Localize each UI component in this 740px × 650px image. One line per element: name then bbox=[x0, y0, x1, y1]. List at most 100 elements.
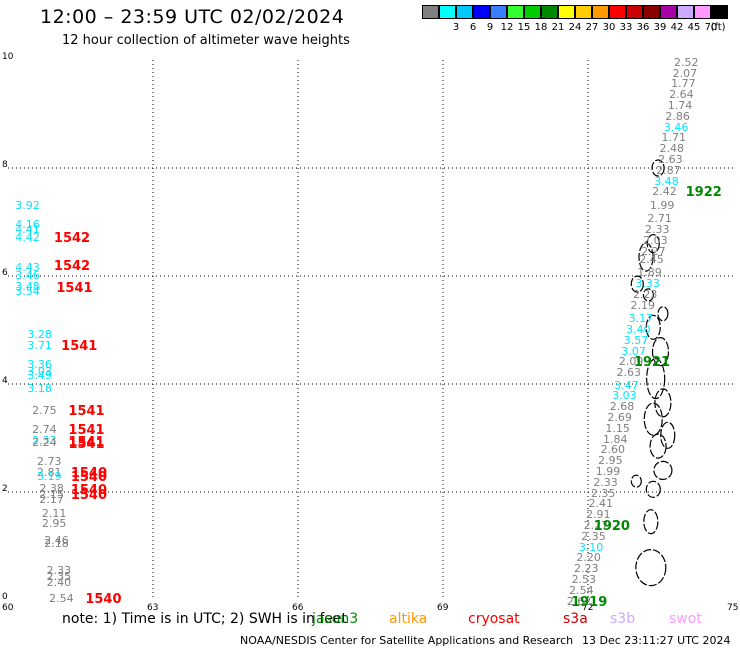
map-subtitle: 12 hour collection of altimeter wave hei… bbox=[62, 33, 350, 48]
pass-time-label: 1540 bbox=[70, 469, 108, 485]
wave-height-value: 2.71 bbox=[647, 212, 672, 226]
wave-height-value: 3.46 bbox=[663, 120, 689, 134]
satellite-label-s3a: s3a bbox=[563, 611, 588, 627]
wave-height-value: 2.95 bbox=[598, 454, 623, 468]
wave-height-value: 3.49 bbox=[27, 368, 52, 382]
pass-time-label: 1922 bbox=[685, 185, 722, 201]
wave-height-value: 3.54 bbox=[15, 285, 40, 299]
pass-time-label: 1541 bbox=[68, 404, 105, 419]
wave-height-value: 2.60 bbox=[600, 443, 626, 457]
atoll-outline bbox=[646, 234, 660, 254]
wave-height-value: 1.99 bbox=[595, 465, 621, 479]
atoll-outline bbox=[653, 460, 673, 480]
atoll-outline bbox=[643, 509, 659, 535]
atoll-outline bbox=[645, 480, 661, 498]
legend-tick-label: 21 bbox=[551, 22, 565, 33]
legend-tick-label: 24 bbox=[568, 22, 582, 33]
altimeter-map: 60 63 66 69 72 75 0 2 4 6 8 10 3.92 4.16 4.41 4.42 4.43 3… bbox=[2, 52, 738, 613]
pass-time-label: 1540 bbox=[70, 466, 108, 482]
wave-height-value: 2.19 bbox=[630, 298, 656, 312]
wave-height-value: 2.86 bbox=[665, 109, 690, 123]
pass-time-label: 1542 bbox=[53, 231, 91, 247]
atoll-outline bbox=[657, 306, 669, 322]
wave-height-value: 2.11 bbox=[41, 506, 67, 520]
legend-unit: (ft) bbox=[710, 22, 726, 33]
pass-time-label: 1541 bbox=[68, 422, 105, 438]
wave-height-value: 3.40 bbox=[626, 323, 651, 336]
wave-height-value: 2.27 bbox=[641, 244, 666, 258]
x-tick-label: 75 bbox=[727, 603, 739, 613]
legend-swatch bbox=[456, 5, 473, 19]
x-tick-label: 69 bbox=[437, 603, 449, 613]
wave-height-value: 3.57 bbox=[623, 333, 649, 347]
wave-height-value: 3.28 bbox=[27, 328, 52, 342]
wave-height-value: 2.54 bbox=[49, 591, 74, 605]
wave-height-value: 2.87 bbox=[656, 163, 681, 177]
legend-tick-label: 42 bbox=[670, 22, 684, 33]
wave-height-value: 4.16 bbox=[15, 217, 40, 231]
wave-height-value: 2.91 bbox=[586, 508, 611, 522]
wave-height-value: 1.84 bbox=[602, 432, 628, 446]
credit-line: NOAA/NESDIS Center for Satellite Applica… bbox=[240, 634, 574, 647]
wave-height-value: 3.33 bbox=[635, 277, 660, 291]
wave-height-value: 2.33 bbox=[32, 433, 57, 447]
x-tick-label: 72 bbox=[582, 603, 594, 613]
wave-height-value: 3.10 bbox=[578, 540, 604, 554]
wave-height-value: 2.20 bbox=[576, 551, 601, 565]
legend-swatch bbox=[643, 5, 660, 19]
atoll-outline bbox=[645, 314, 661, 340]
wave-height-value: 2.63 bbox=[658, 152, 683, 166]
wave-height-value: 2.81 bbox=[37, 466, 62, 480]
legend-swatch bbox=[439, 5, 456, 19]
wave-height-value: 2.75 bbox=[32, 404, 57, 417]
wave-height-value: 2.15 bbox=[39, 487, 64, 501]
wave-height-value: 2.07 bbox=[672, 66, 698, 80]
wave-height-value: 3.47 bbox=[614, 378, 639, 392]
wave-height-value: 1.71 bbox=[661, 131, 686, 145]
y-tick-label: 4 bbox=[2, 376, 8, 386]
legend-tick-label: 3 bbox=[452, 22, 460, 33]
x-tick-label: 66 bbox=[292, 603, 304, 613]
wave-height-value: 2.95 bbox=[41, 517, 67, 531]
satellite-label-jason3: jason3 bbox=[312, 611, 359, 627]
wave-height-value: 2.27 bbox=[583, 519, 609, 533]
pass-time-label: 1541 bbox=[68, 435, 105, 451]
wave-height-value: 2.35 bbox=[581, 529, 606, 543]
atoll-outline bbox=[635, 549, 667, 587]
wave-height-value: 2.48 bbox=[659, 142, 685, 156]
wave-height-value: 2.23 bbox=[632, 287, 658, 301]
pass-time-label: 1541 bbox=[56, 280, 93, 296]
wave-height-value: 3.18 bbox=[27, 382, 52, 396]
legend-tick-label: 70 bbox=[704, 22, 718, 33]
wave-height-value: 2.03 bbox=[643, 233, 668, 247]
pass-time-label: 1540 bbox=[70, 483, 108, 499]
wave-height-value: 1.15 bbox=[605, 421, 630, 435]
wave-height-value: 3.03 bbox=[27, 365, 52, 379]
atoll-outline bbox=[630, 474, 642, 488]
legend-tick-label: 15 bbox=[517, 22, 531, 33]
legend-tick-label: 9 bbox=[486, 22, 494, 33]
legend-swatch bbox=[694, 5, 711, 19]
legend-swatch bbox=[711, 5, 728, 19]
wave-height-value: 2.46 bbox=[44, 533, 69, 547]
legend-swatch bbox=[558, 5, 575, 19]
legend-tick-label: 27 bbox=[585, 22, 599, 33]
atoll-outline bbox=[654, 388, 672, 418]
atoll-outline bbox=[630, 275, 644, 293]
legend-tick-label: 45 bbox=[687, 22, 701, 33]
legend-swatch bbox=[524, 5, 541, 19]
legend-swatch bbox=[575, 5, 592, 19]
wave-height-value: 2.23 bbox=[573, 562, 599, 576]
wave-height-value: 3.48 bbox=[15, 279, 40, 293]
wave-height-value: 2.52 bbox=[674, 55, 699, 69]
pass-time-label: 1541 bbox=[61, 339, 98, 355]
atoll-outline bbox=[642, 288, 655, 302]
legend-tick-label: 39 bbox=[653, 22, 667, 33]
wave-height-value: 2.42 bbox=[652, 185, 677, 199]
footnote: note: 1) Time is in UTC; 2) SWH is in fe… bbox=[62, 611, 348, 627]
wave-height-value: 1.74 bbox=[667, 98, 693, 112]
atoll-outline bbox=[649, 433, 667, 459]
wave-height-value: 4.41 bbox=[15, 223, 40, 237]
x-tick-label: 60 bbox=[2, 603, 14, 613]
wave-height-value: 2.17 bbox=[39, 493, 64, 507]
